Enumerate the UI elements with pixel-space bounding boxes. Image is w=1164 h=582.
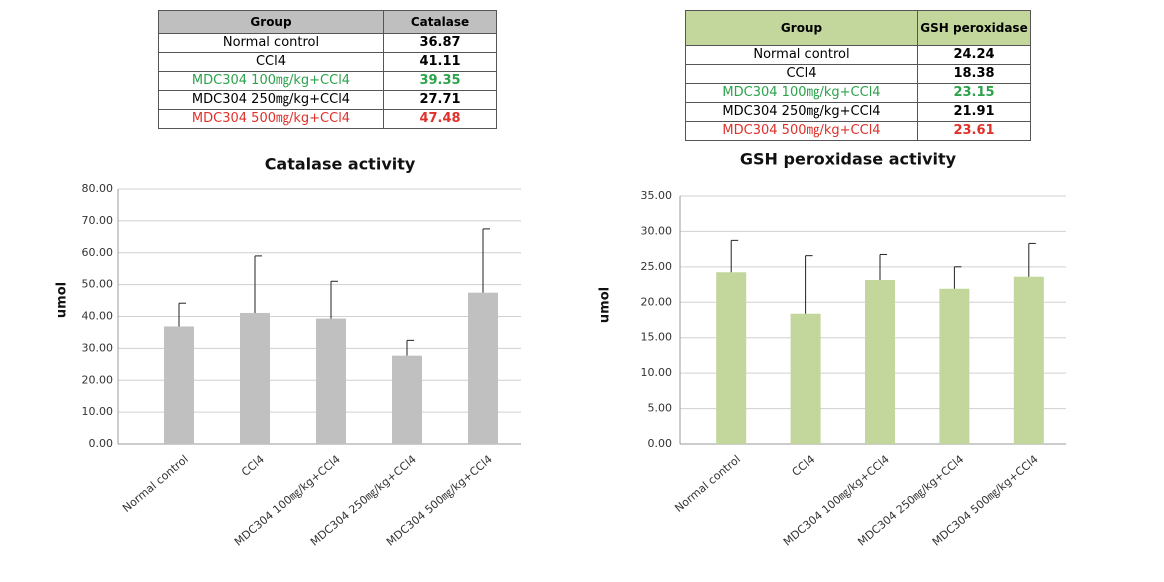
error-bar: [1028, 242, 1036, 277]
table-row: MDC304 100㎎/kg+CCl4 23.15: [685, 83, 1031, 103]
y-tick-label: 10.00: [641, 366, 673, 379]
group-cell: MDC304 100㎎/kg+CCl4: [158, 71, 384, 91]
bar: [716, 272, 747, 444]
y-axis-label: umol: [598, 287, 613, 323]
y-tick-label: 35.00: [641, 189, 673, 202]
error-bar: [482, 228, 490, 293]
bar: [240, 312, 270, 444]
table-row: MDC304 250㎎/kg+CCl4 27.71: [158, 90, 497, 110]
error-bar: [254, 255, 262, 313]
y-tick-label: 30.00: [641, 224, 673, 237]
bar: [1013, 276, 1044, 444]
header-cell: Group: [685, 10, 918, 46]
error-bar: [330, 280, 338, 319]
header-cell: Group: [158, 10, 384, 34]
header-row: Group GSH peroxidase: [685, 10, 1031, 46]
header-cell: GSH peroxidase: [917, 10, 1031, 46]
chart-title: GSH peroxidase activity: [740, 150, 957, 169]
y-axis-label: umol: [55, 282, 70, 318]
y-tick-label: 50.00: [82, 278, 114, 291]
table-row: Normal control 36.87: [158, 33, 497, 53]
error-bar: [805, 255, 813, 314]
group-cell: MDC304 500㎎/kg+CCl4: [158, 109, 384, 129]
table-row: MDC304 100㎎/kg+CCl4 39.35: [158, 71, 497, 91]
x-tick-label: Normal control: [120, 453, 191, 515]
bar: [939, 288, 970, 444]
error-bar: [953, 266, 962, 289]
chart-title: Catalase activity: [265, 155, 416, 174]
bar: [316, 318, 346, 444]
y-tick-label: 5.00: [648, 402, 673, 415]
error-bar: [178, 302, 186, 327]
header-row: Group Catalase: [158, 10, 497, 34]
bar: [164, 326, 194, 444]
error-bar: [730, 239, 739, 273]
error-bar: [406, 339, 414, 356]
table-row: MDC304 500㎎/kg+CCl4 23.61: [685, 121, 1031, 141]
catalase-table: Group Catalase Normal control 36.87 CCl4 41.1…: [158, 10, 497, 129]
y-tick-label: 25.00: [641, 260, 673, 273]
y-tick-label: 30.00: [82, 341, 114, 354]
y-tick-label: 20.00: [641, 295, 673, 308]
x-tick-label: CCl4: [239, 453, 267, 479]
value-cell: 23.61: [917, 121, 1031, 141]
gsh-table: Group GSH peroxidase Normal control 24.24 CC…: [685, 10, 1031, 141]
bar: [790, 313, 821, 444]
group-cell: MDC304 100㎎/kg+CCl4: [685, 83, 918, 103]
y-tick-label: 70.00: [82, 214, 114, 227]
value-cell: 36.87: [383, 33, 497, 53]
table-row: Normal control 24.24: [685, 45, 1031, 65]
x-tick-label: Normal control: [672, 453, 743, 515]
y-tick-label: 80.00: [82, 182, 114, 195]
group-cell: Normal control: [685, 45, 918, 65]
y-tick-label: 0.00: [89, 437, 114, 450]
y-tick-label: 15.00: [641, 331, 673, 344]
table-row: MDC304 500㎎/kg+CCl4 47.48: [158, 109, 497, 129]
y-tick-label: 10.00: [82, 405, 114, 418]
x-tick-label: CCl4: [790, 453, 818, 479]
bar: [865, 279, 895, 444]
value-cell: 27.71: [383, 90, 497, 110]
y-tick-label: 0.00: [648, 437, 673, 450]
error-bar: [879, 253, 887, 280]
group-cell: MDC304 250㎎/kg+CCl4: [158, 90, 384, 110]
bar: [468, 292, 498, 444]
y-tick-label: 40.00: [82, 310, 114, 323]
bar: [392, 355, 422, 444]
value-cell: 47.48: [383, 109, 497, 129]
group-cell: MDC304 500㎎/kg+CCl4: [685, 121, 918, 141]
y-tick-label: 60.00: [82, 246, 114, 259]
y-tick-label: 20.00: [82, 373, 114, 386]
value-cell: 24.24: [917, 45, 1031, 65]
